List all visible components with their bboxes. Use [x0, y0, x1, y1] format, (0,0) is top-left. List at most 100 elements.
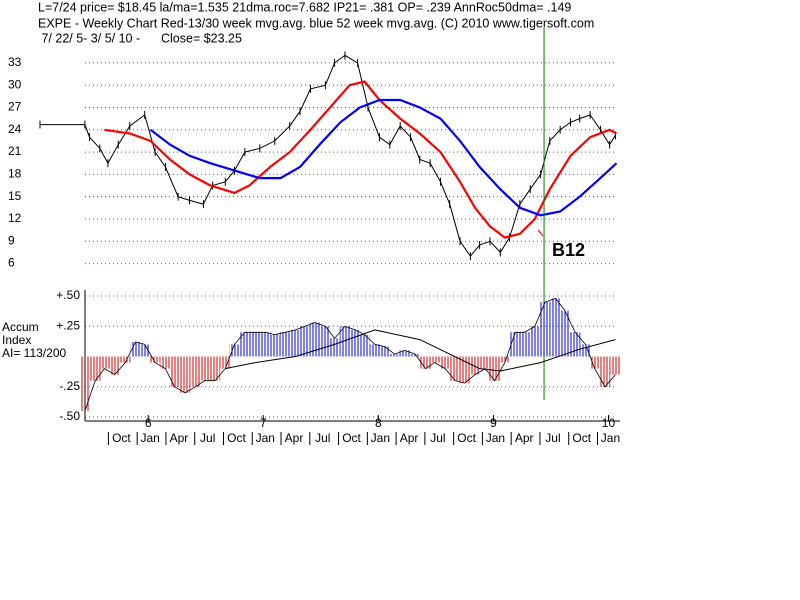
- month-label: Jul: [430, 431, 445, 445]
- accum-bar: [569, 332, 581, 357]
- accum-bar: [299, 326, 310, 357]
- month-label: Oct: [457, 431, 476, 445]
- accum-bar: [209, 356, 221, 381]
- month-label: Jan: [371, 431, 390, 445]
- accum-bar: [480, 356, 491, 369]
- accum-bar: [260, 332, 271, 357]
- y-tick-label: 18: [8, 167, 22, 181]
- month-label: Apr: [285, 431, 304, 445]
- price-line: [40, 54, 616, 257]
- y-tick-label: -.25: [59, 379, 80, 393]
- y-tick-label: 24: [8, 122, 22, 136]
- accum-bar: [250, 332, 261, 357]
- accum-bar: [599, 356, 611, 387]
- accum-bar: [429, 356, 440, 363]
- accum-bar: [320, 326, 331, 357]
- accum-bar: [389, 354, 400, 357]
- month-label: Oct: [572, 431, 591, 445]
- accum-bar: [279, 332, 291, 357]
- y-tick-label: 12: [8, 211, 22, 225]
- y-tick-label: 6: [8, 256, 15, 270]
- header-line: EXPE - Weekly Chart Red-13/30 week mvg.a…: [38, 16, 594, 30]
- y-tick-label: 21: [8, 144, 22, 158]
- accum-bar: [109, 356, 120, 375]
- month-label: Jan: [140, 431, 159, 445]
- y-tick-label: 9: [8, 233, 15, 247]
- accum-bar: [559, 310, 570, 357]
- accum-bar: [359, 334, 370, 357]
- accum-bar: [350, 329, 361, 357]
- panel-label: AI= 113/200: [2, 346, 66, 360]
- accum-bar: [529, 326, 541, 357]
- accum-bar: [99, 356, 110, 369]
- x-tick-label: 7: [260, 416, 267, 430]
- y-tick-label: 27: [8, 100, 22, 114]
- y-tick-label: -.50: [59, 409, 80, 423]
- accum-bar: [580, 344, 591, 357]
- moving-average: [149, 98, 618, 217]
- y-tick-label: 33: [8, 55, 22, 69]
- panel-label: Index: [2, 333, 31, 347]
- accum-bar: [130, 341, 141, 357]
- x-tick-label: 8: [375, 416, 382, 430]
- accum-bar: [369, 344, 381, 357]
- x-tick-label: 10: [602, 416, 616, 430]
- accum-bar: [519, 332, 530, 357]
- month-label: Oct: [342, 431, 361, 445]
- panel-label: Accum: [2, 320, 39, 334]
- accum-bar: [380, 346, 391, 357]
- accum-bar: [220, 356, 231, 369]
- accum-bar: [169, 356, 180, 387]
- accum-bar: [489, 356, 500, 381]
- month-label: Oct: [112, 431, 131, 445]
- y-tick-label: +.50: [56, 288, 80, 302]
- y-tick-label: 15: [8, 189, 22, 203]
- accum-bar: [610, 356, 621, 375]
- accum-bar: [269, 334, 280, 357]
- accum-bar: [239, 332, 251, 357]
- accum-bar: [459, 356, 470, 384]
- header-line: L=7/24 price= $18.45 la/ma=1.535 21dma.r…: [38, 0, 571, 14]
- accum-bar: [139, 344, 150, 357]
- month-label: Apr: [170, 431, 189, 445]
- accum-bar: [229, 344, 240, 357]
- month-label: Jan: [486, 431, 505, 445]
- accum-bar: [439, 356, 451, 369]
- accum-bar: [190, 356, 201, 387]
- accum-bar: [589, 356, 600, 369]
- header-line: 7/ 22/ 5- 3/ 5/ 10 - Close= $23.25: [38, 31, 242, 45]
- accum-bar: [409, 354, 421, 357]
- x-tick-label: 9: [490, 416, 497, 430]
- accum-bar: [90, 356, 101, 381]
- accum-bar: [339, 326, 351, 357]
- accum-bar: [420, 356, 431, 369]
- accum-bar: [469, 356, 481, 375]
- month-label: Oct: [227, 431, 246, 445]
- month-label: Jul: [315, 431, 330, 445]
- accum-bar: [119, 356, 131, 363]
- accum-bar: [199, 356, 210, 381]
- accum-bar: [450, 356, 461, 381]
- accum-bar: [510, 332, 521, 357]
- accum-bar: [290, 329, 301, 357]
- y-tick-label: 30: [8, 77, 22, 91]
- accum-bar: [499, 356, 511, 363]
- accum-bar: [540, 302, 551, 357]
- x-tick-label: 6: [145, 416, 152, 430]
- accum-bar: [179, 356, 191, 393]
- annotation: B12: [552, 240, 585, 260]
- month-label: Jul: [200, 431, 215, 445]
- accum-bar: [160, 356, 171, 369]
- month-label: Jan: [601, 431, 620, 445]
- annotation-arrow: [537, 229, 544, 237]
- accum-bar: [149, 356, 161, 363]
- accum-average: [225, 329, 616, 372]
- accum-bar: [309, 322, 321, 357]
- y-tick-label: +.25: [56, 318, 80, 332]
- month-label: Apr: [515, 431, 534, 445]
- accum-bar: [550, 298, 561, 357]
- accum-outline: [84, 297, 616, 412]
- accum-bar: [399, 350, 410, 357]
